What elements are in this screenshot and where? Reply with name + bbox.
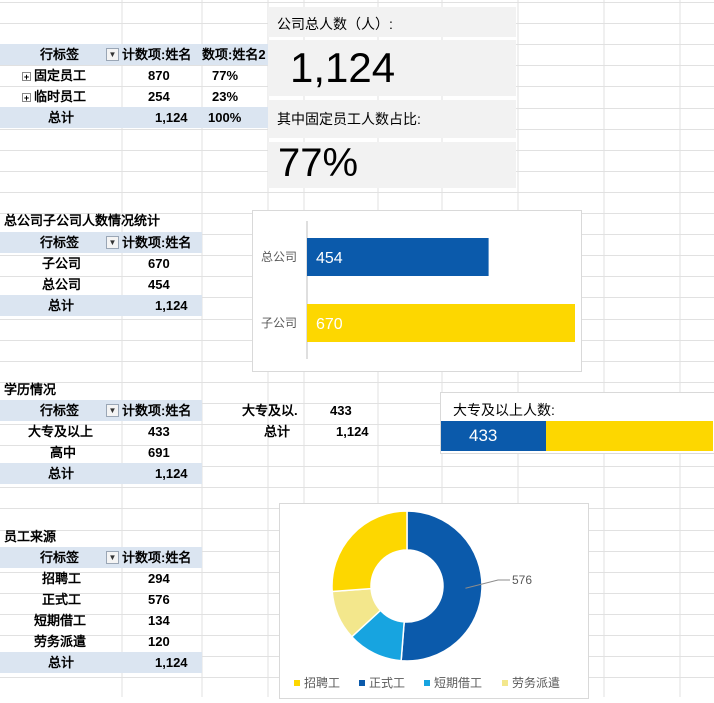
pivot1-total-pct: 100% (208, 110, 242, 125)
kpi-ratio-value-card: 77% (268, 142, 516, 188)
table-row-value: 433 (148, 424, 170, 439)
progress-card[interactable]: 大专及以上人数: 433 (440, 392, 714, 454)
bar (307, 304, 575, 342)
kpi-total-label: 公司总人数（人）: (277, 16, 393, 32)
bar-data-label: 670 (316, 316, 343, 333)
pivot1-header-label: 行标签 (40, 47, 80, 62)
donut-leader-line (465, 579, 510, 589)
legend-swatch (424, 680, 430, 686)
filter-dropdown-icon[interactable]: ▼ (106, 404, 119, 417)
progress-label: 大专及以上人数: (453, 402, 555, 418)
donut-slice (400, 510, 483, 662)
section4-header-row-label[interactable]: 行标签 ▼ (0, 547, 122, 568)
bar-chart-panel[interactable]: 总公司 454 子公司 670 (252, 210, 582, 372)
section-title: 员工来源 (4, 529, 57, 544)
pivot1-row[interactable]: + 临时员工 (0, 86, 122, 107)
table-row-label: 子公司 (42, 256, 82, 271)
pivot1-row-pct: 77% (212, 68, 239, 83)
legend-label: 短期借工 (434, 676, 482, 690)
pivot1-row-count: 254 (148, 89, 170, 104)
bar (307, 238, 489, 276)
bar-category-label: 总公司 (261, 250, 297, 264)
total-value: 1,124 (155, 655, 188, 670)
header-label: 行标签 (40, 403, 80, 418)
kpi-total-label-card: 公司总人数（人）: (268, 7, 516, 37)
donut-slice (331, 510, 408, 593)
section4-header-count: 计数项:姓名 (122, 547, 202, 568)
table-row-value: 691 (148, 445, 170, 460)
side-cell-label: 总计 (264, 424, 291, 439)
pivot1-row-label: 固定员工 (34, 68, 87, 83)
progress-fill: 433 (441, 421, 546, 451)
pivot1-total-row: 总计 1,124 100% (0, 107, 268, 128)
table-row-value: 670 (148, 256, 170, 271)
table-row-label: 总公司 (42, 277, 82, 292)
section2-header-row-label[interactable]: 行标签 ▼ (0, 232, 122, 253)
total-label: 总计 (48, 466, 75, 481)
donut-data-label: 576 (512, 573, 532, 587)
legend-label: 招聘工 (304, 676, 340, 690)
header-label: 行标签 (40, 235, 80, 250)
table-row-label: 大专及以上 (28, 424, 94, 439)
filter-dropdown-icon[interactable]: ▼ (106, 551, 119, 564)
side-cell-label: 大专及以. (242, 403, 298, 418)
kpi-total-value: 1,124 (290, 44, 396, 91)
table-row-value: 294 (148, 571, 170, 586)
table-row-label: 高中 (50, 445, 77, 460)
table-row-label: 劳务派遣 (34, 634, 87, 649)
table-total-row: 总计 1,124 (0, 652, 202, 673)
table-row-value: 134 (148, 613, 170, 628)
pivot1-header-count: 计数项:姓名 (122, 44, 202, 65)
expand-icon[interactable]: + (22, 72, 31, 83)
table-row-value: 454 (148, 277, 170, 292)
section-title: 学历情况 (4, 382, 57, 397)
section3-header-row-label[interactable]: 行标签 ▼ (0, 400, 122, 421)
side-cell-value: 1,124 (336, 424, 369, 439)
header-label: 行标签 (40, 550, 80, 565)
expand-icon[interactable]: + (22, 93, 31, 104)
bar-data-label: 454 (316, 250, 343, 267)
donut-chart: 576 招聘工 正式工 短期借工 劳务派遣 (294, 510, 560, 690)
total-value: 1,124 (155, 298, 188, 313)
pivot1-row-pct: 23% (212, 89, 239, 104)
side-cell-value: 433 (330, 403, 352, 418)
kpi-ratio-value: 77% (278, 141, 359, 185)
total-value: 1,124 (155, 466, 188, 481)
legend-swatch (359, 680, 365, 686)
table-row-label: 短期借工 (34, 613, 87, 628)
table-total-row: 总计 1,124 (0, 295, 202, 316)
pivot1-header-row-label[interactable]: 行标签 ▼ (0, 44, 122, 65)
total-label: 总计 (48, 655, 75, 670)
pivot1-row[interactable]: + 固定员工 (0, 65, 122, 86)
progress-value: 433 (469, 426, 498, 445)
legend-label: 正式工 (369, 676, 405, 690)
bar-category-label: 子公司 (261, 316, 297, 330)
table-total-row: 总计 1,124 (0, 463, 202, 484)
legend-label: 劳务派遣 (512, 675, 560, 690)
legend-swatch (294, 680, 300, 686)
table-row-value: 576 (148, 592, 170, 607)
section2-header-count: 计数项:姓名 (122, 232, 202, 253)
pivot1-row-count: 870 (148, 68, 170, 83)
donut-chart-panel[interactable]: 576 招聘工 正式工 短期借工 劳务派遣 (279, 503, 589, 699)
table-row-label: 正式工 (42, 592, 82, 607)
filter-dropdown-icon[interactable]: ▼ (106, 48, 119, 61)
section3-header-count: 计数项:姓名 (122, 400, 202, 421)
filter-dropdown-icon[interactable]: ▼ (106, 236, 119, 249)
pivot1-total-label: 总计 (48, 110, 75, 125)
pivot1-row-label: 临时员工 (34, 89, 87, 104)
table-row-label: 招聘工 (42, 571, 82, 586)
bar-chart: 总公司 454 子公司 670 (261, 221, 575, 359)
kpi-ratio-label-card: 其中固定员工人数占比: (268, 100, 516, 138)
pivot1-total-count: 1,124 (155, 110, 188, 125)
progress-track: 433 (441, 421, 713, 451)
kpi-ratio-label: 其中固定员工人数占比: (277, 111, 421, 127)
legend-swatch (502, 680, 508, 686)
total-label: 总计 (48, 298, 75, 313)
kpi-total-value-card: 1,124 (268, 40, 516, 96)
section-title: 总公司子公司人数情况统计 (4, 213, 161, 228)
table-row-value: 120 (148, 634, 170, 649)
pivot1-header-count2: 数项:姓名2 (202, 44, 268, 65)
